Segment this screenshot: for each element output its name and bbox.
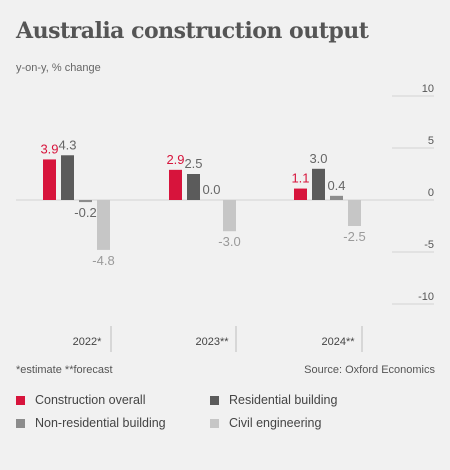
data-label: 4.3: [58, 137, 76, 152]
bar-non-residential-building-2: [330, 195, 343, 200]
data-label: -4.8: [92, 253, 114, 268]
bar-civil-engineering-1: [223, 200, 236, 232]
bar-residential-building-0: [61, 155, 74, 200]
data-label: 0.4: [327, 178, 345, 193]
y-tick-label: 0: [428, 187, 434, 199]
x-category-label: 2024**: [321, 336, 355, 348]
legend-item-construction-overall: Construction overall: [16, 393, 145, 407]
footnote: *estimate **forecast: [16, 364, 113, 376]
source-note: Source: Oxford Economics: [304, 364, 435, 376]
data-label: 2.5: [184, 156, 202, 171]
legend-label: Civil engineering: [229, 416, 322, 430]
y-tick-label: -10: [418, 291, 434, 303]
legend-label: Residential building: [229, 393, 338, 407]
legend-label: Non-residential building: [35, 416, 166, 430]
y-tick-label: 10: [422, 83, 434, 95]
data-label: 2.9: [166, 152, 184, 167]
legend-swatch-residential-building: [210, 395, 219, 405]
legend-swatch-non-residential-building: [16, 418, 25, 428]
data-label: 0.0: [202, 182, 220, 197]
legend-label: Construction overall: [35, 393, 146, 407]
chart-title: Australia construction output: [16, 18, 369, 44]
legend-swatch-civil-engineering: [210, 418, 219, 428]
bar-residential-building-2: [312, 168, 325, 200]
x-category-label: 2022*: [73, 336, 102, 348]
y-tick-label: -5: [424, 239, 434, 251]
bar-non-residential-building-0: [79, 200, 92, 203]
bar-chart: 3.9 2.9 1.1 4.3 2.5 3.0 -0.2 0.0 0.4 -4.8 -3.0 -2.5…: [16, 83, 434, 352]
data-label: -3.0: [218, 234, 240, 249]
bar-civil-engineering-2: [348, 200, 361, 226]
legend-item-civil-engineering: Civil engineering: [210, 416, 321, 430]
bar-residential-building-1: [187, 174, 200, 200]
data-label: -0.2: [74, 205, 96, 220]
data-label: 3.9: [40, 141, 58, 156]
bar-construction-overall-1: [169, 169, 182, 200]
chart-subtitle: y-on-y, % change: [16, 62, 101, 74]
bar-construction-overall-0: [43, 159, 56, 200]
bar-construction-overall-2: [294, 188, 307, 200]
y-tick-label: 5: [428, 135, 434, 147]
legend-item-non-residential-building: Non-residential building: [16, 416, 166, 430]
data-label: 1.1: [291, 171, 309, 186]
x-category-label: 2023**: [195, 336, 229, 348]
bar-civil-engineering-0: [97, 200, 110, 250]
data-label: -2.5: [343, 229, 365, 244]
legend-swatch-construction-overall: [16, 395, 25, 405]
data-label: 3.0: [309, 151, 327, 166]
legend-item-residential-building: Residential building: [210, 393, 337, 407]
